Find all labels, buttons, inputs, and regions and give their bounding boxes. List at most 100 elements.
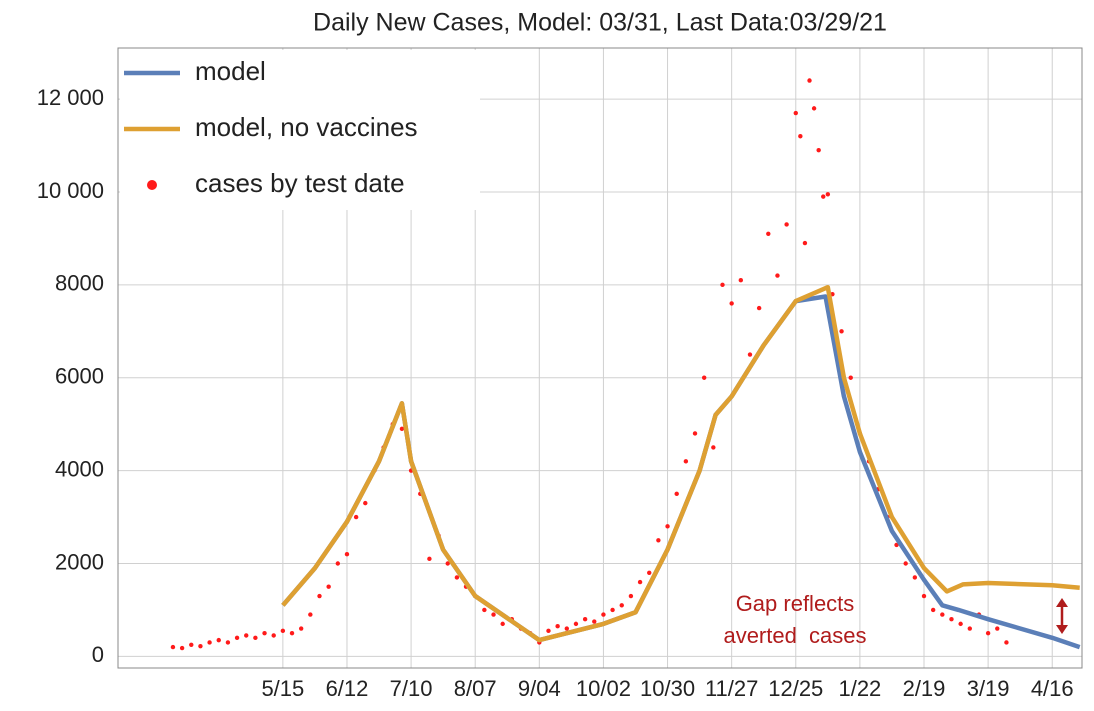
point [839,329,844,334]
point [234,635,240,641]
point [454,575,460,580]
point [555,624,560,629]
point [198,643,203,649]
point [798,134,803,139]
legend-label: model [195,56,266,86]
point [1004,640,1009,645]
point [747,352,753,357]
point [271,633,276,638]
legend: model model, no vaccines cases by test dat… [120,50,480,210]
x-tick-label: 6/12 [326,676,369,701]
line [281,294,1081,650]
point [170,644,176,650]
legend-label: cases by test date [195,168,405,198]
annotation: Gap reflects averted cases [723,591,866,648]
y-tick-label: 10 000 [37,178,104,203]
x-tick-label: 11/27 [705,676,758,701]
point [482,607,487,613]
point [912,575,918,580]
point [848,375,853,380]
x-tick-label: 5/15 [261,676,304,701]
point [816,147,821,153]
point [353,514,359,520]
point [949,617,954,622]
y-tick-label: 8000 [55,271,104,296]
arrow-head [1056,625,1068,634]
x-tick-label: 10/02 [576,676,631,701]
point [930,607,936,613]
point [903,561,908,566]
point [985,630,991,636]
point [445,561,450,566]
point [720,282,725,288]
point [280,628,286,634]
point [244,633,249,638]
x-tick-label: 8/07 [454,676,497,701]
line [281,284,1080,643]
arrow-head [1056,598,1068,607]
point [711,445,716,450]
point [637,579,643,585]
point [573,621,579,627]
point [940,612,945,617]
y-tick-label: 4000 [55,456,104,481]
point [308,612,313,617]
point [262,630,267,636]
point [692,431,698,436]
point [363,500,368,506]
annotation-text: averted cases [723,623,866,648]
point [253,635,258,641]
point [656,538,661,543]
plot-frame [117,47,1083,669]
point [811,106,817,111]
gap-arrow [1056,598,1068,634]
point [592,619,597,624]
point [225,640,231,645]
point [683,459,689,464]
marks [170,78,1081,651]
x-tick-label: 9/04 [518,676,561,701]
point [564,626,569,631]
point [628,593,634,599]
x-tick-label: 4/16 [1031,676,1074,701]
x-tick-label: 2/19 [903,676,946,701]
point [335,561,341,566]
point [500,621,505,627]
point [756,305,762,311]
point [793,110,798,116]
legend-marker [147,180,157,190]
x-tick-label: 12/25 [768,676,823,701]
point [601,612,606,617]
point [582,617,588,622]
point [546,628,551,634]
point [665,524,670,529]
point [317,593,322,599]
point [967,626,973,631]
point [738,278,744,283]
x-tick-label: 1/22 [838,676,881,701]
point [427,556,432,562]
point [821,194,826,199]
point [610,607,615,613]
point [189,642,194,647]
y-tick-label: 0 [92,642,104,667]
point [701,375,707,380]
legend-label: model, no vaccines [195,112,418,142]
chart-title: Daily New Cases, Model: 03/31, Last Data… [313,9,887,37]
point [179,645,185,651]
point [619,603,624,608]
point [491,612,496,617]
point [647,570,652,575]
y-tick-label: 6000 [55,364,104,389]
point [766,231,771,236]
x-tick-label: 10/30 [640,676,695,701]
point [894,542,899,548]
y-tick-label: 2000 [55,549,104,574]
point [674,491,679,497]
point [995,626,1000,631]
point [399,426,405,432]
point [784,222,789,227]
point [326,584,331,589]
point [958,621,963,627]
